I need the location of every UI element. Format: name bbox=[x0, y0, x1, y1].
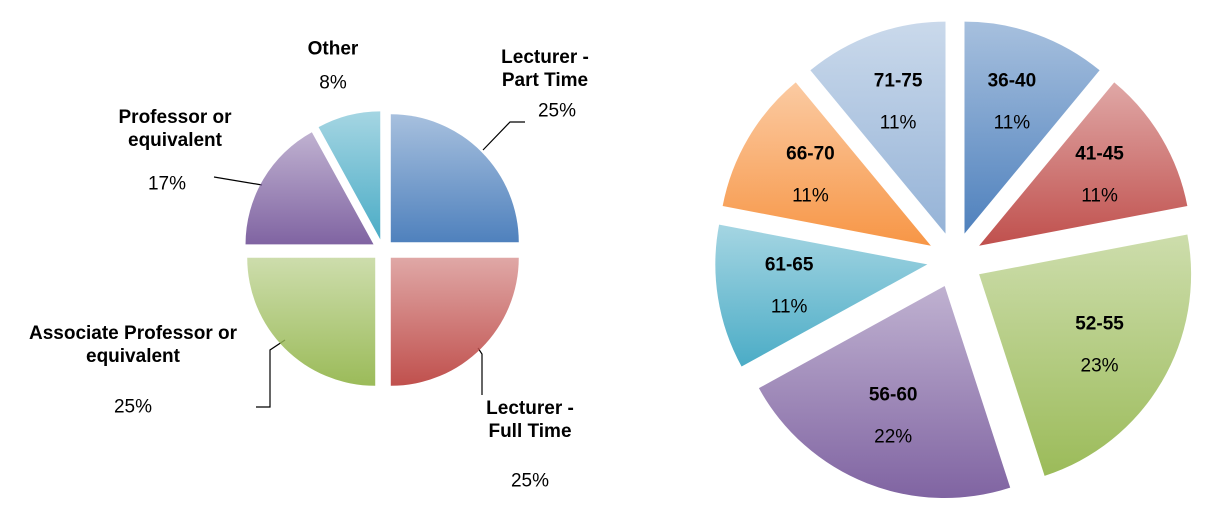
pie-slice bbox=[964, 21, 1100, 234]
slice-label: 56-60 bbox=[868, 384, 918, 406]
slice-label: Professor or equivalent bbox=[118, 107, 232, 151]
slice-label: 36-40 bbox=[987, 70, 1037, 92]
pie-slice bbox=[979, 82, 1188, 246]
slice-label: Lecturer - Full Time bbox=[486, 398, 574, 442]
pie-slice bbox=[390, 114, 519, 243]
slice-label: 41-45 bbox=[1075, 143, 1124, 165]
slice-label: 52-55 bbox=[1075, 314, 1124, 336]
value-label: 25% bbox=[113, 396, 153, 418]
leader-line bbox=[213, 176, 263, 186]
value-label: 11% bbox=[770, 296, 808, 318]
value-label: 25% bbox=[537, 100, 577, 122]
value-label: 11% bbox=[792, 185, 829, 207]
value-label: 11% bbox=[1081, 185, 1118, 207]
pie-slice bbox=[810, 21, 946, 234]
value-label: 11% bbox=[993, 112, 1031, 134]
value-label: 17% bbox=[147, 173, 187, 195]
value-label: 23% bbox=[1080, 356, 1119, 378]
slice-label: Lecturer - Part Time bbox=[501, 47, 589, 91]
pie-slice bbox=[247, 257, 376, 386]
pie-slice bbox=[715, 224, 928, 367]
slice-label: 71-75 bbox=[873, 70, 923, 92]
leader-line bbox=[477, 347, 483, 395]
pie-slice bbox=[390, 257, 519, 386]
leader-line bbox=[256, 339, 286, 408]
slice-label: 61-65 bbox=[764, 254, 814, 276]
value-label: 8% bbox=[319, 72, 347, 94]
value-label: 11% bbox=[879, 112, 917, 134]
slice-label: Associate Professor or equivalent bbox=[28, 323, 238, 367]
pie-slice bbox=[318, 111, 381, 240]
slice-label: Other bbox=[307, 38, 359, 60]
pie-slice bbox=[245, 132, 374, 245]
value-label: 22% bbox=[874, 426, 913, 448]
pie-slice bbox=[722, 82, 931, 246]
slice-label: 66-70 bbox=[786, 143, 835, 165]
pie-slice bbox=[758, 286, 1011, 499]
pie-slice bbox=[979, 234, 1192, 476]
leader-line bbox=[482, 121, 525, 151]
value-label: 25% bbox=[510, 470, 550, 492]
